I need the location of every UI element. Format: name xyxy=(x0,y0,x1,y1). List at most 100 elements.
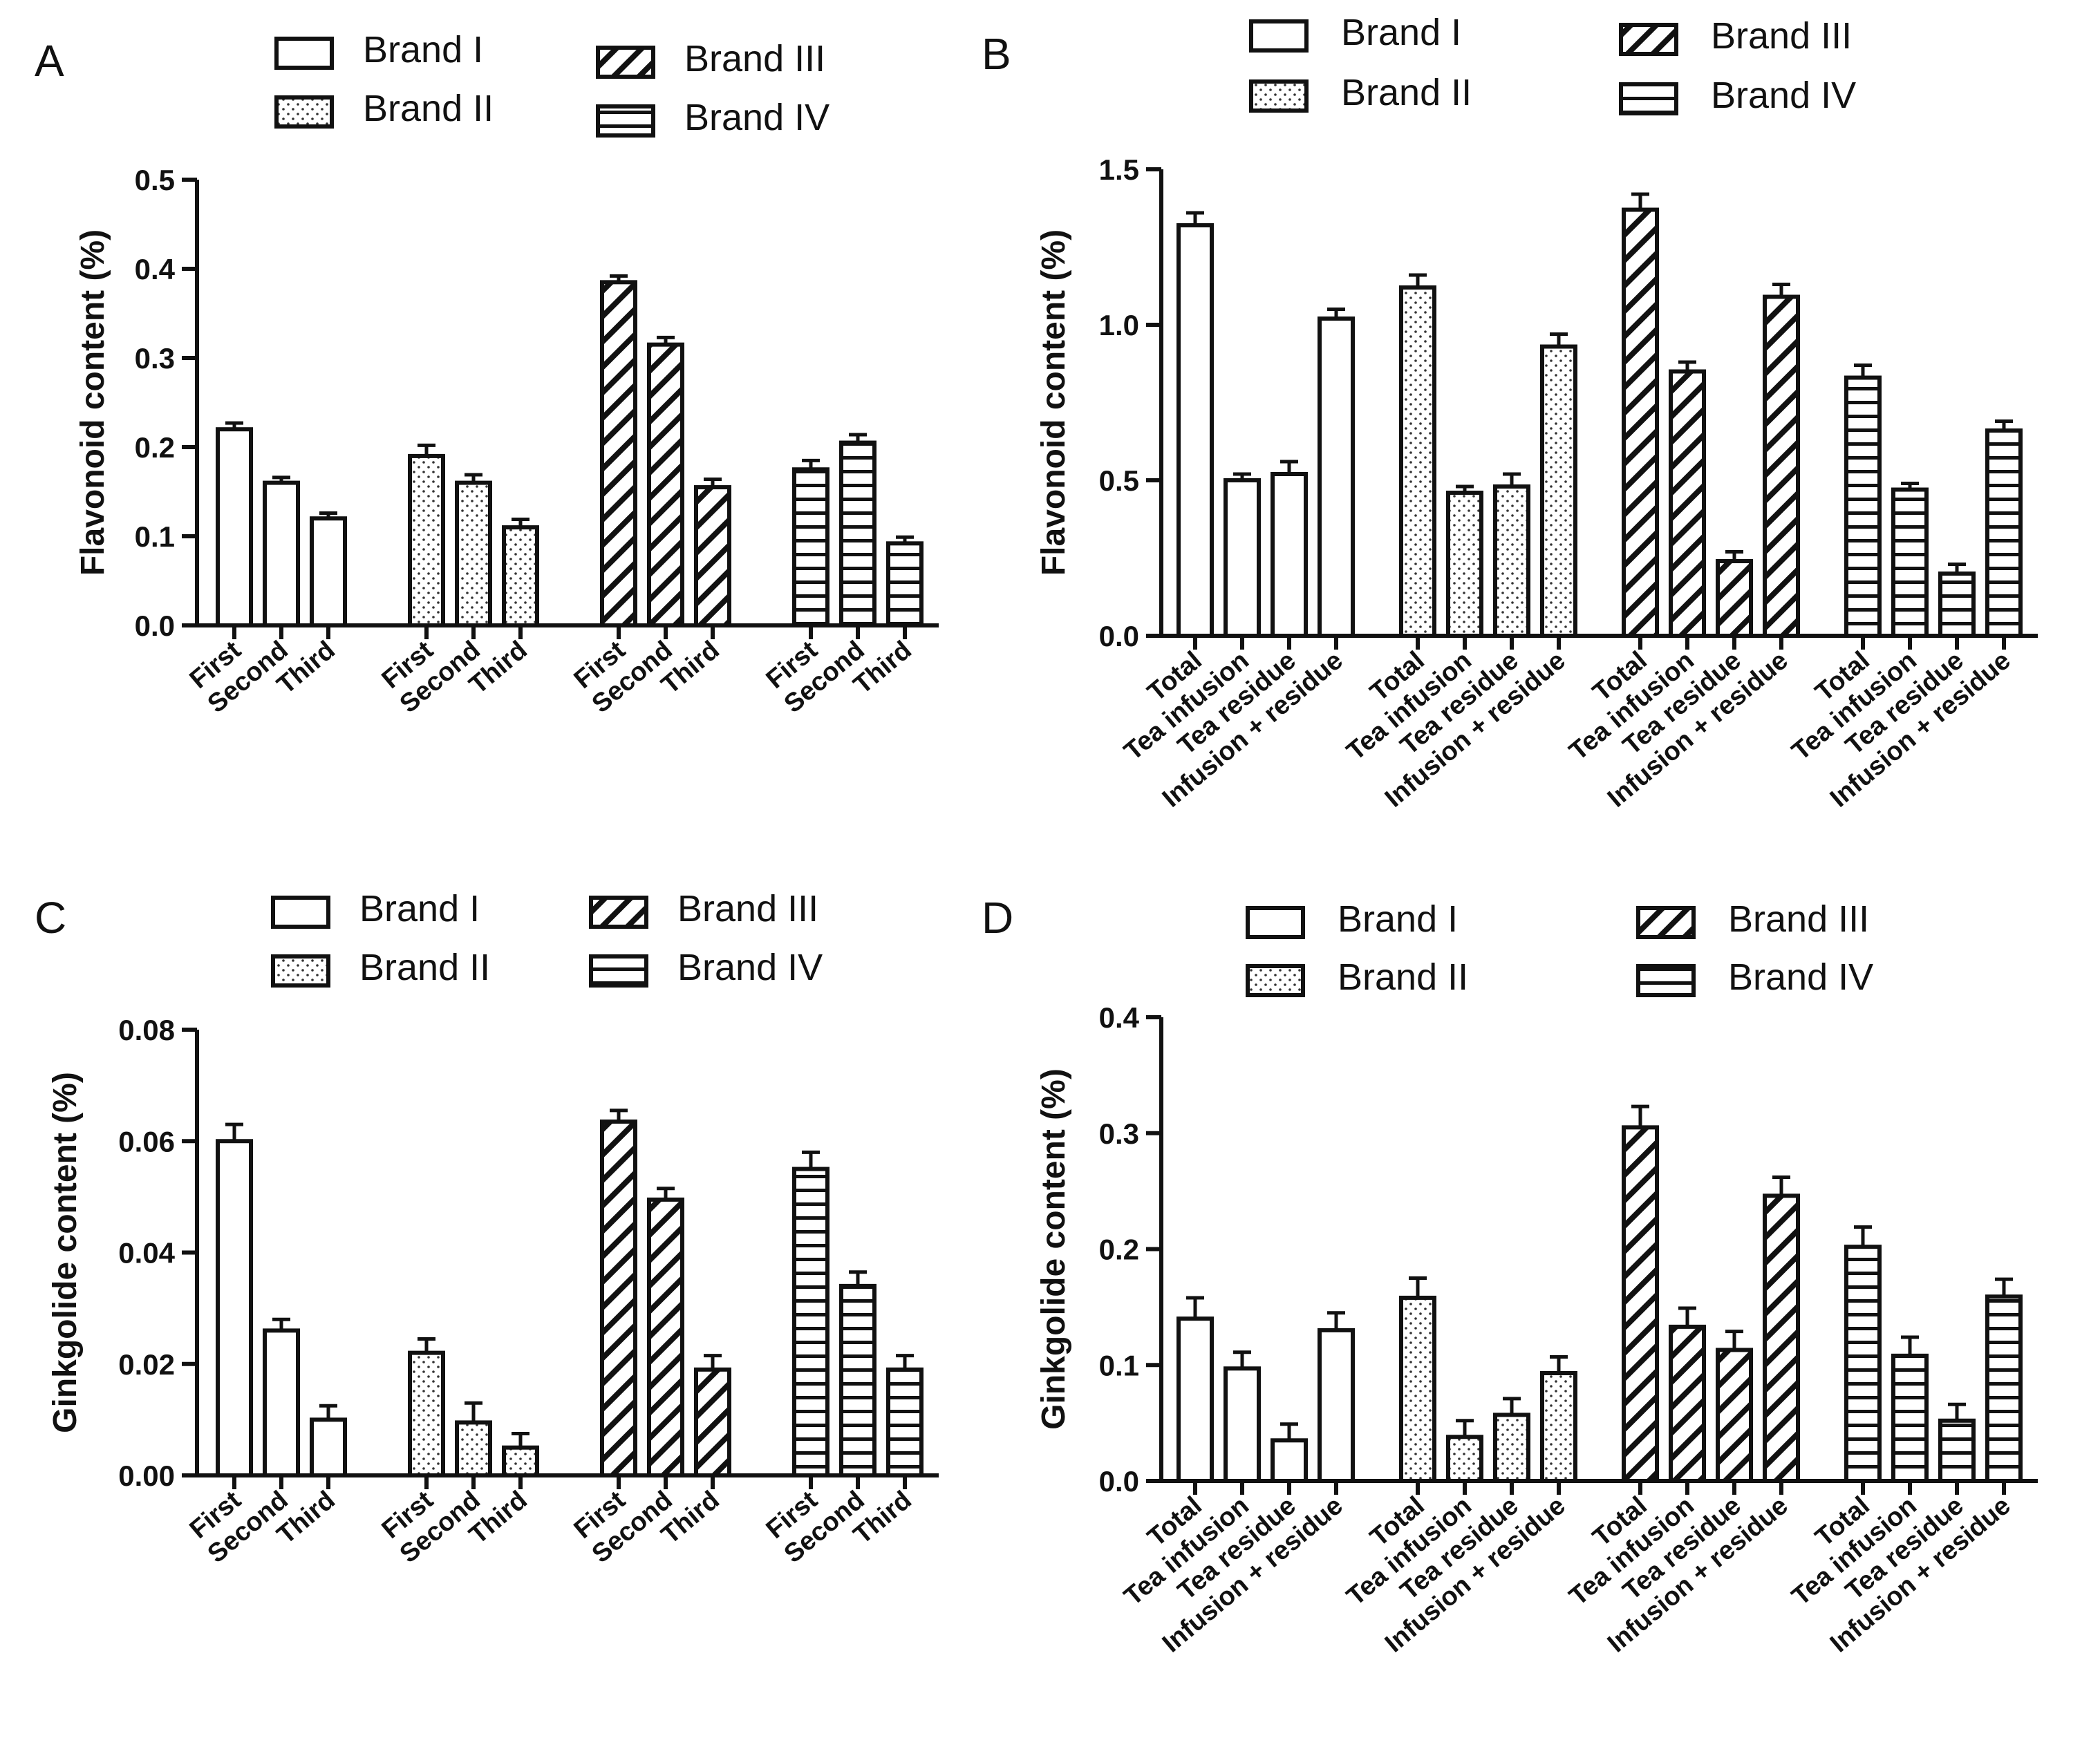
legend-label: Brand I xyxy=(359,888,480,929)
bar xyxy=(694,485,731,627)
legend-label: Brand II xyxy=(1341,72,1472,113)
legend-item: Brand IV xyxy=(589,947,823,988)
y-tick-label: 0.02 xyxy=(118,1348,175,1381)
legend-label: Brand IV xyxy=(1728,956,1873,998)
bar xyxy=(1938,572,1976,638)
bar xyxy=(1938,1418,1976,1484)
legend-label: Brand I xyxy=(363,29,483,70)
legend-label: Brand I xyxy=(1338,898,1458,940)
panel-letter: B xyxy=(982,29,1011,79)
legend-item: Brand II xyxy=(271,947,490,988)
bar xyxy=(1399,285,1436,638)
bar xyxy=(1446,1435,1483,1483)
bar xyxy=(263,480,300,627)
legend-swatch xyxy=(596,46,655,79)
y-tick-label: 0.3 xyxy=(135,342,175,375)
bar xyxy=(455,1420,492,1477)
bar xyxy=(310,516,347,628)
legend: Brand I Brand II Brand III Brand IV xyxy=(1246,898,1873,998)
bar xyxy=(1176,223,1214,638)
legend-item: Brand IV xyxy=(596,97,829,138)
y-axis-label: Ginkgolide content (%) xyxy=(47,1072,84,1433)
legend-item: Brand I xyxy=(1249,12,1461,53)
bar xyxy=(1716,559,1753,638)
legend-label: Brand III xyxy=(1728,898,1869,940)
y-axis-label: Ginkgolide content (%) xyxy=(1035,1068,1072,1430)
legend-swatch xyxy=(274,37,334,70)
legend-label: Brand I xyxy=(1341,12,1461,53)
legend-item: Brand IV xyxy=(1636,956,1873,998)
legend-swatch xyxy=(589,896,648,929)
panel-b: B Brand I Brand II Brand III Brand IV 0.0 0.5 1… xyxy=(982,12,2038,813)
bar xyxy=(216,1139,253,1477)
bar xyxy=(1493,1413,1530,1483)
bar xyxy=(1716,1348,1753,1483)
bar xyxy=(1176,1316,1214,1484)
bar xyxy=(886,1367,924,1477)
legend: Brand I Brand II Brand III Brand IV xyxy=(271,888,823,988)
bar xyxy=(886,541,924,628)
panel-letter: C xyxy=(35,893,66,943)
bar xyxy=(1224,1366,1261,1483)
legend-item: Brand III xyxy=(596,38,825,79)
bar xyxy=(1399,1295,1436,1483)
bar xyxy=(502,525,539,627)
legend-item: Brand III xyxy=(1636,898,1869,940)
bar xyxy=(1844,1245,1882,1484)
y-tick-label: 0.00 xyxy=(118,1460,175,1492)
bar xyxy=(792,1167,829,1477)
bar xyxy=(1763,294,1800,638)
y-tick-label: 0.3 xyxy=(1099,1117,1139,1150)
y-axis: 0.0 0.1 0.2 0.3 0.4 0.5 xyxy=(135,164,199,642)
bar xyxy=(1763,1193,1800,1483)
bar xyxy=(216,427,253,627)
legend-swatch xyxy=(1249,19,1309,53)
legend-swatch xyxy=(1246,964,1305,997)
bar xyxy=(1318,317,1355,638)
legend-label: Brand III xyxy=(684,38,825,79)
y-tick-label: 0.2 xyxy=(1099,1234,1139,1266)
legend-item: Brand I xyxy=(1246,898,1458,940)
bar xyxy=(1891,1353,1929,1483)
bar xyxy=(502,1445,539,1477)
bar xyxy=(1669,369,1706,638)
bar xyxy=(408,453,445,628)
panel-letter: D xyxy=(982,893,1013,943)
legend-label: Brand III xyxy=(1711,15,1852,57)
y-tick-label: 0.04 xyxy=(118,1237,175,1269)
legend-label: Brand IV xyxy=(684,97,829,138)
y-tick-label: 1.0 xyxy=(1099,309,1139,341)
legend-swatch xyxy=(1619,82,1678,115)
bar xyxy=(792,467,829,627)
legend-label: Brand II xyxy=(1338,956,1468,998)
y-tick-label: 0.1 xyxy=(135,520,175,553)
bar xyxy=(1224,478,1261,638)
bar xyxy=(1540,1370,1577,1484)
y-axis: 0.0 0.5 1.0 1.5 xyxy=(1099,153,1163,652)
bar xyxy=(263,1328,300,1477)
legend-label: Brand III xyxy=(677,888,818,929)
legend-item: Brand III xyxy=(1619,15,1852,57)
y-tick-label: 0.4 xyxy=(135,253,176,285)
bar xyxy=(1622,1125,1659,1484)
legend: Brand I Brand II Brand III Brand IV xyxy=(274,29,829,138)
legend-swatch xyxy=(596,104,655,138)
legend-item: Brand III xyxy=(589,888,818,929)
bar xyxy=(647,342,684,627)
y-tick-label: 0.0 xyxy=(135,610,175,642)
legend-label: Brand II xyxy=(363,88,494,129)
